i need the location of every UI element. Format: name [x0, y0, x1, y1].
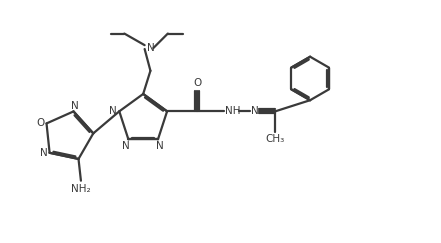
- Text: N: N: [146, 43, 154, 53]
- Text: N: N: [251, 106, 259, 116]
- Text: O: O: [37, 118, 45, 129]
- Text: O: O: [193, 78, 201, 88]
- Text: CH₃: CH₃: [265, 134, 285, 144]
- Text: NH₂: NH₂: [71, 184, 91, 194]
- Text: N: N: [122, 141, 130, 151]
- Text: N: N: [71, 101, 78, 111]
- Text: N: N: [157, 141, 164, 151]
- Text: NH: NH: [224, 106, 240, 116]
- Text: N: N: [109, 106, 117, 116]
- Text: N: N: [40, 148, 48, 158]
